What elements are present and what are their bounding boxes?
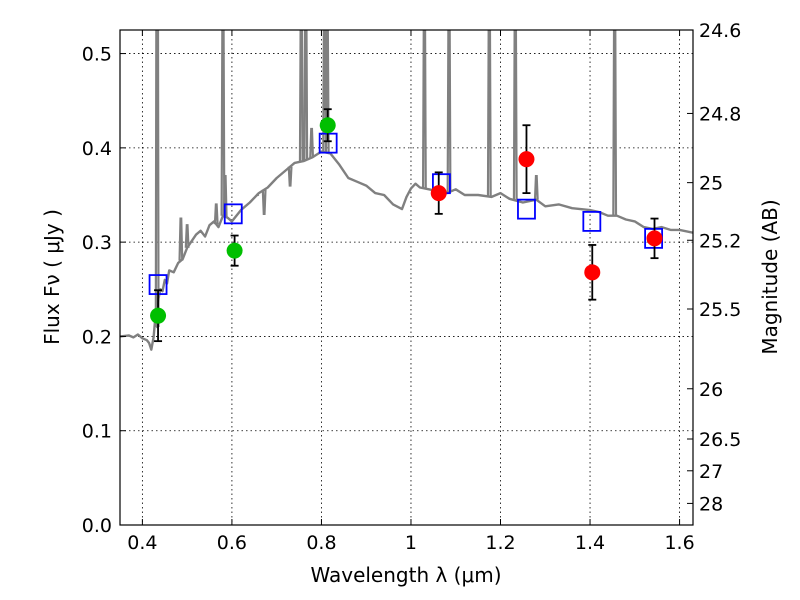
emission-line xyxy=(298,30,304,162)
data-point xyxy=(319,117,336,134)
y-tick-label: 0.5 xyxy=(82,44,112,66)
emission-line xyxy=(287,166,293,187)
plot-frame xyxy=(119,29,694,526)
y-axis-label: Flux Fν ( μJy ) xyxy=(40,209,64,345)
emission-line xyxy=(178,217,184,261)
mag-tick-label: 24.8 xyxy=(699,103,741,125)
mag-tick-label: 25.2 xyxy=(699,230,741,252)
y-tick-label: 0.1 xyxy=(82,421,112,443)
emission-line xyxy=(322,30,328,153)
y-tick-label: 0.0 xyxy=(82,515,112,537)
mag-tick-label: 28 xyxy=(699,493,723,515)
mag-tick-label: 26 xyxy=(699,379,723,401)
mag-tick-label: 24.6 xyxy=(699,20,741,42)
x-tick-label: 1 xyxy=(405,532,417,554)
x-tick-label: 1.6 xyxy=(664,532,694,554)
mag-tick-label: 25.5 xyxy=(699,299,741,321)
y-axis-magnitude: 24.6 24.8 25 25.2 25.5 26 26.5 27 28 xyxy=(687,20,741,515)
data-point xyxy=(646,230,663,247)
emission-line xyxy=(612,30,618,216)
data-point xyxy=(584,264,601,281)
data-point xyxy=(430,185,447,202)
emission-line xyxy=(303,30,309,161)
emission-line xyxy=(533,175,539,200)
mag-tick-label: 27 xyxy=(699,461,723,483)
emission-line xyxy=(446,30,452,193)
data-point xyxy=(518,151,535,168)
x-axis-label: Wavelength λ (μm) xyxy=(310,563,501,587)
emission-line xyxy=(324,30,330,153)
data-point xyxy=(150,307,167,324)
x-tick-label: 0.4 xyxy=(127,532,157,554)
x-tick-label: 0.6 xyxy=(217,532,247,554)
emission-line xyxy=(220,30,226,216)
emission-line xyxy=(184,224,190,248)
y-tick-label: 0.2 xyxy=(82,326,112,348)
grid-lines xyxy=(120,30,693,526)
x-axis: 0.4 0.6 0.8 1 1.2 1.4 1.6 xyxy=(127,30,695,554)
y-tick-label: 0.4 xyxy=(82,138,112,160)
y2-axis-label: Magnitude (AB) xyxy=(758,199,782,354)
model-flux-square xyxy=(517,198,536,220)
marker-layer xyxy=(148,108,664,343)
emission-line xyxy=(261,189,267,215)
emission-line xyxy=(213,203,219,225)
emission-line xyxy=(421,30,427,189)
mag-tick-label: 26.5 xyxy=(699,429,741,451)
data-point xyxy=(226,242,243,259)
mag-tick-label: 25 xyxy=(699,173,723,195)
x-tick-label: 0.8 xyxy=(306,532,336,554)
model-flux-square xyxy=(223,203,243,225)
x-tick-label: 1.4 xyxy=(575,532,605,554)
x-tick-label: 1.2 xyxy=(485,532,515,554)
y-axis-flux: 0.0 0.1 0.2 0.3 0.4 0.5 xyxy=(82,44,126,537)
emission-line xyxy=(512,30,518,201)
emission-line xyxy=(486,30,492,197)
emission-line xyxy=(222,175,228,217)
model-flux-square xyxy=(582,210,602,232)
y-tick-label: 0.3 xyxy=(82,232,112,254)
emission-line xyxy=(309,127,315,158)
